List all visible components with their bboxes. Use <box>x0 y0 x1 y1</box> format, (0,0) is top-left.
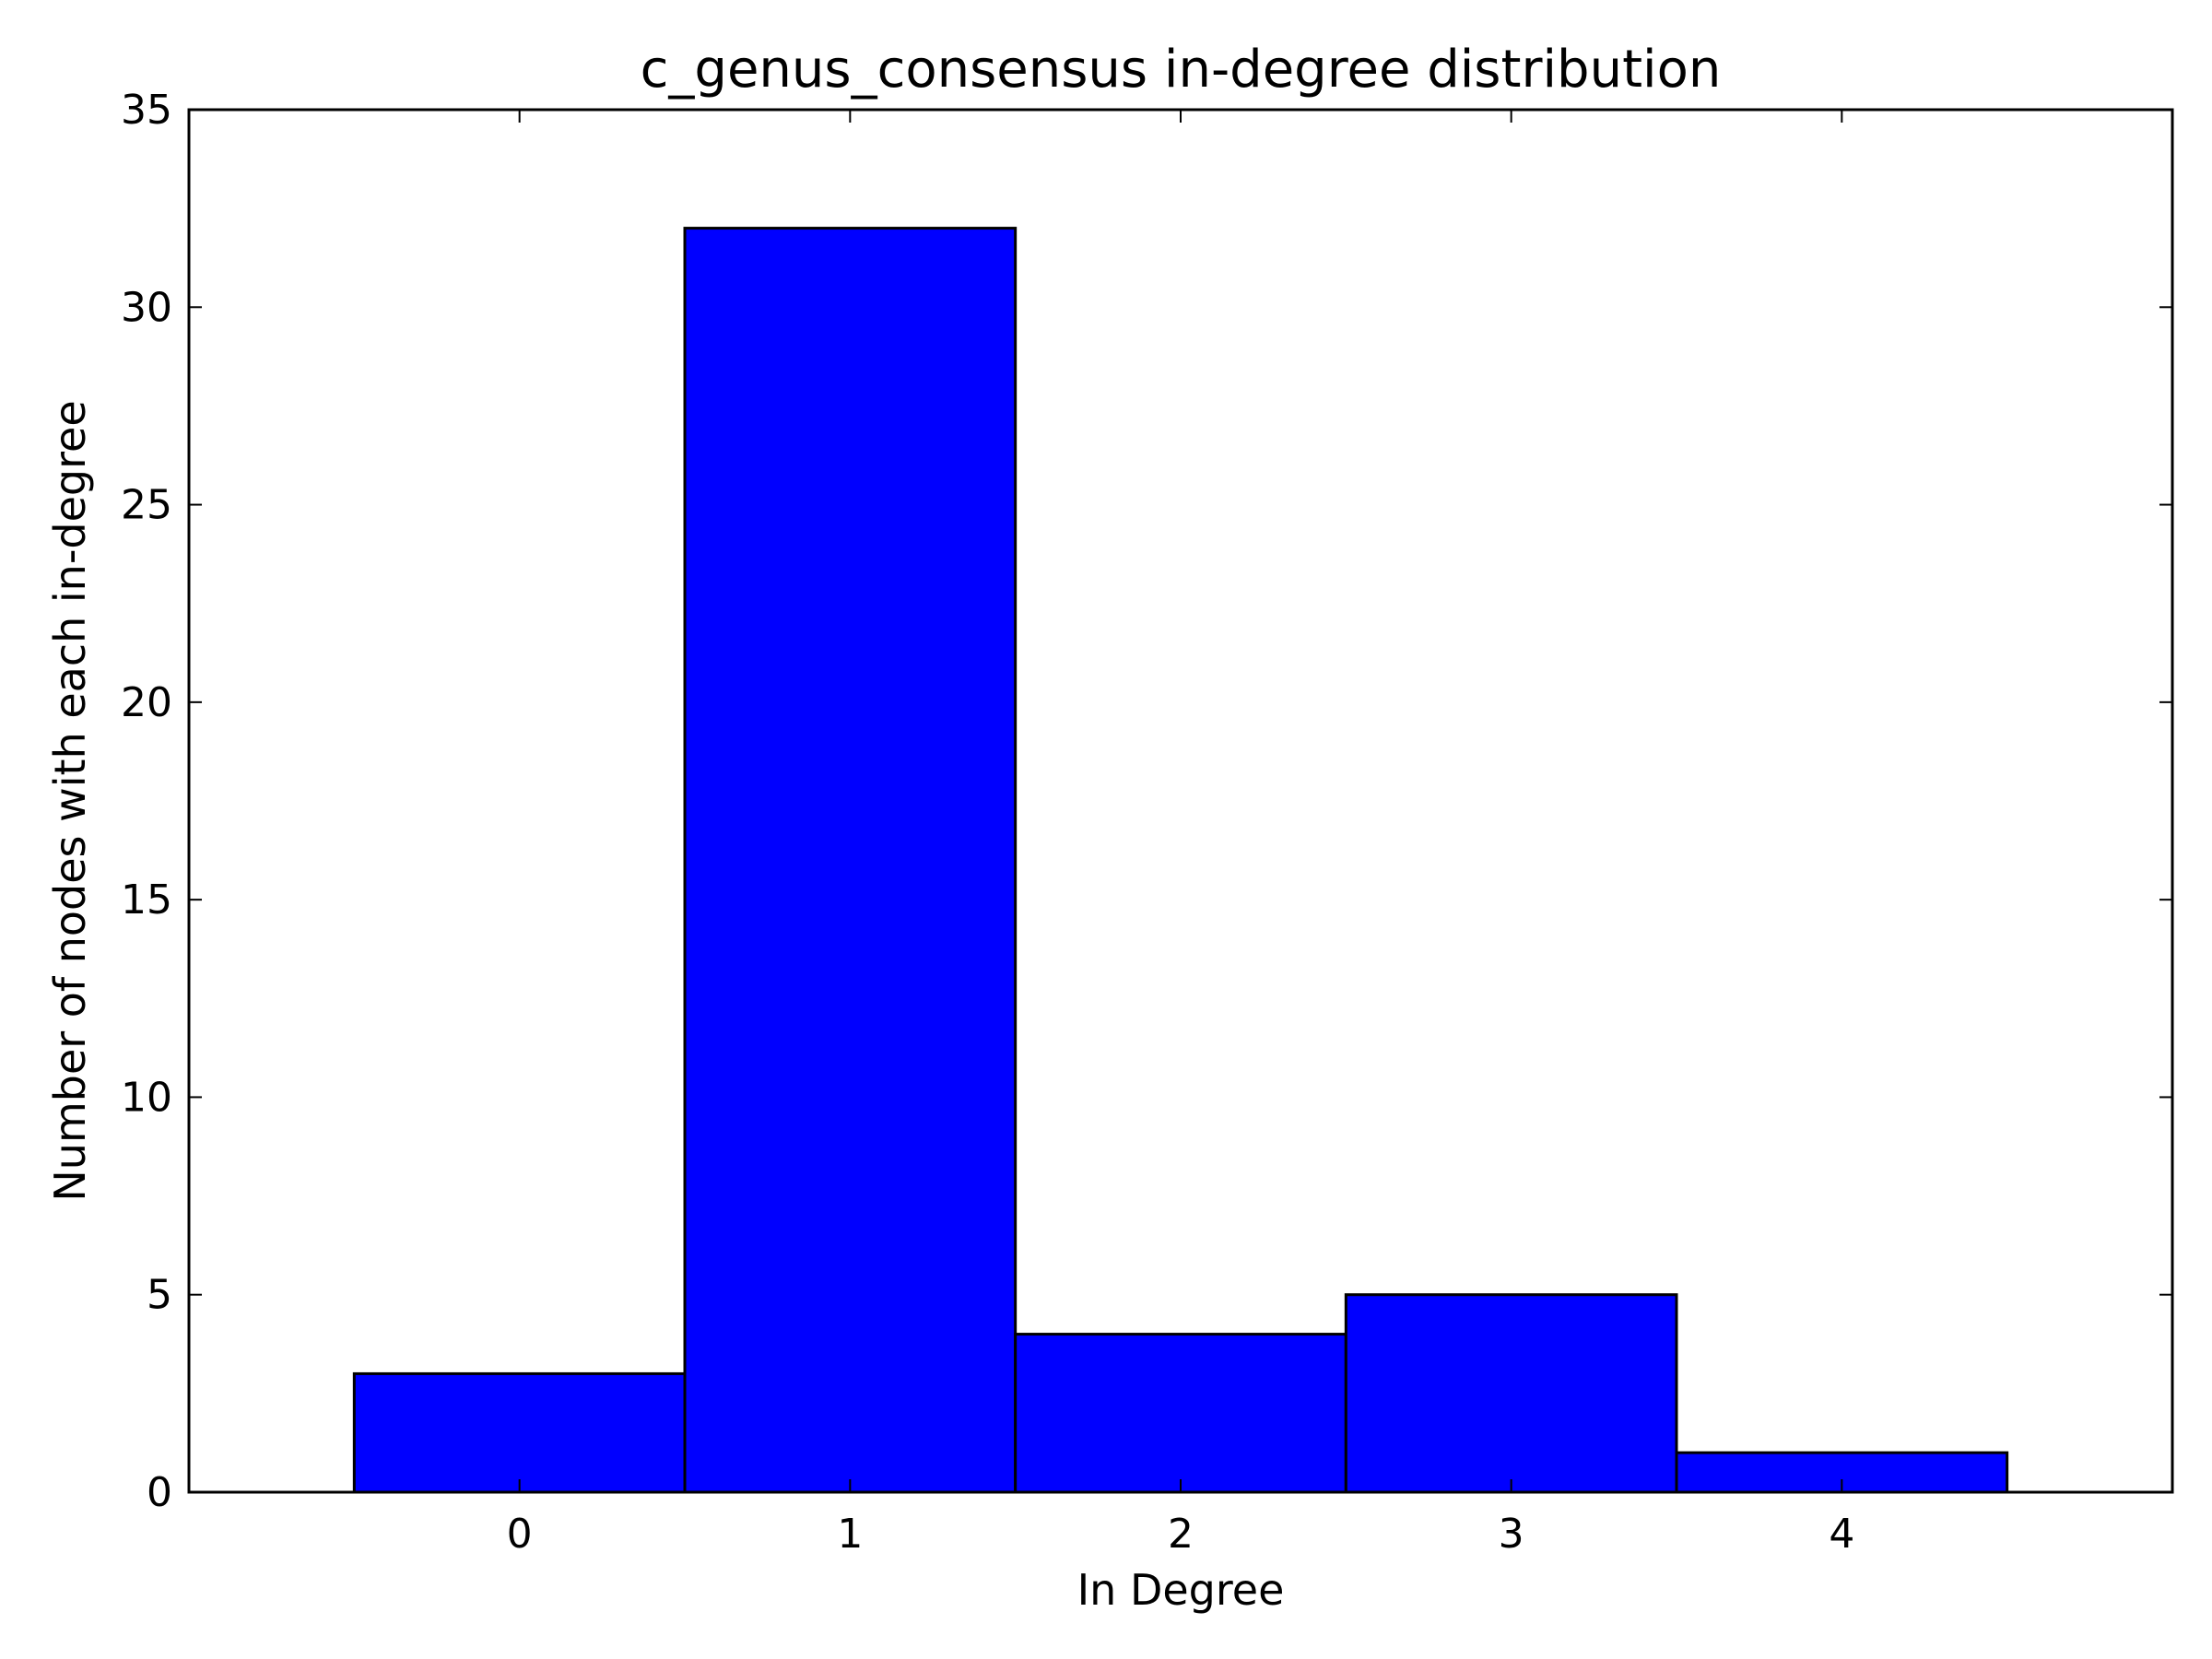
x-tick-label: 4 <box>1829 1511 1854 1558</box>
x-tick-label: 3 <box>1499 1511 1524 1558</box>
bar-0 <box>352 1371 687 1494</box>
x-tick-label: 0 <box>507 1511 533 1558</box>
y-axis-label: Number of nodes with each in-degree <box>45 400 95 1201</box>
y-tick-label: 10 <box>121 1074 172 1121</box>
y-tick-label: 30 <box>121 284 172 331</box>
axes-frame <box>187 108 2174 1494</box>
axes-background <box>189 110 2172 1492</box>
bar-3 <box>1344 1293 1678 1494</box>
y-tick-label: 20 <box>121 679 172 726</box>
y-tick-label: 25 <box>121 482 172 529</box>
y-tick-label: 15 <box>121 877 172 924</box>
bars-group <box>352 227 2009 1494</box>
x-tick-labels: 0 1 2 3 4 <box>507 1511 1855 1558</box>
bar-2 <box>1014 1333 1347 1494</box>
x-tick-label: 2 <box>1168 1511 1194 1558</box>
y-tick-labels: 0 5 10 15 20 25 30 35 <box>121 87 172 1516</box>
y-tick-label: 0 <box>147 1469 172 1516</box>
x-axis-label: In Degree <box>1077 1565 1285 1615</box>
y-tick-label: 35 <box>121 87 172 134</box>
y-tick-label: 5 <box>147 1272 172 1319</box>
plot-area <box>187 108 2174 1494</box>
x-tick-label: 1 <box>837 1511 863 1558</box>
bar-1 <box>683 227 1018 1494</box>
chart-title: c_genus_consensus in-degree distribution <box>641 40 1722 100</box>
